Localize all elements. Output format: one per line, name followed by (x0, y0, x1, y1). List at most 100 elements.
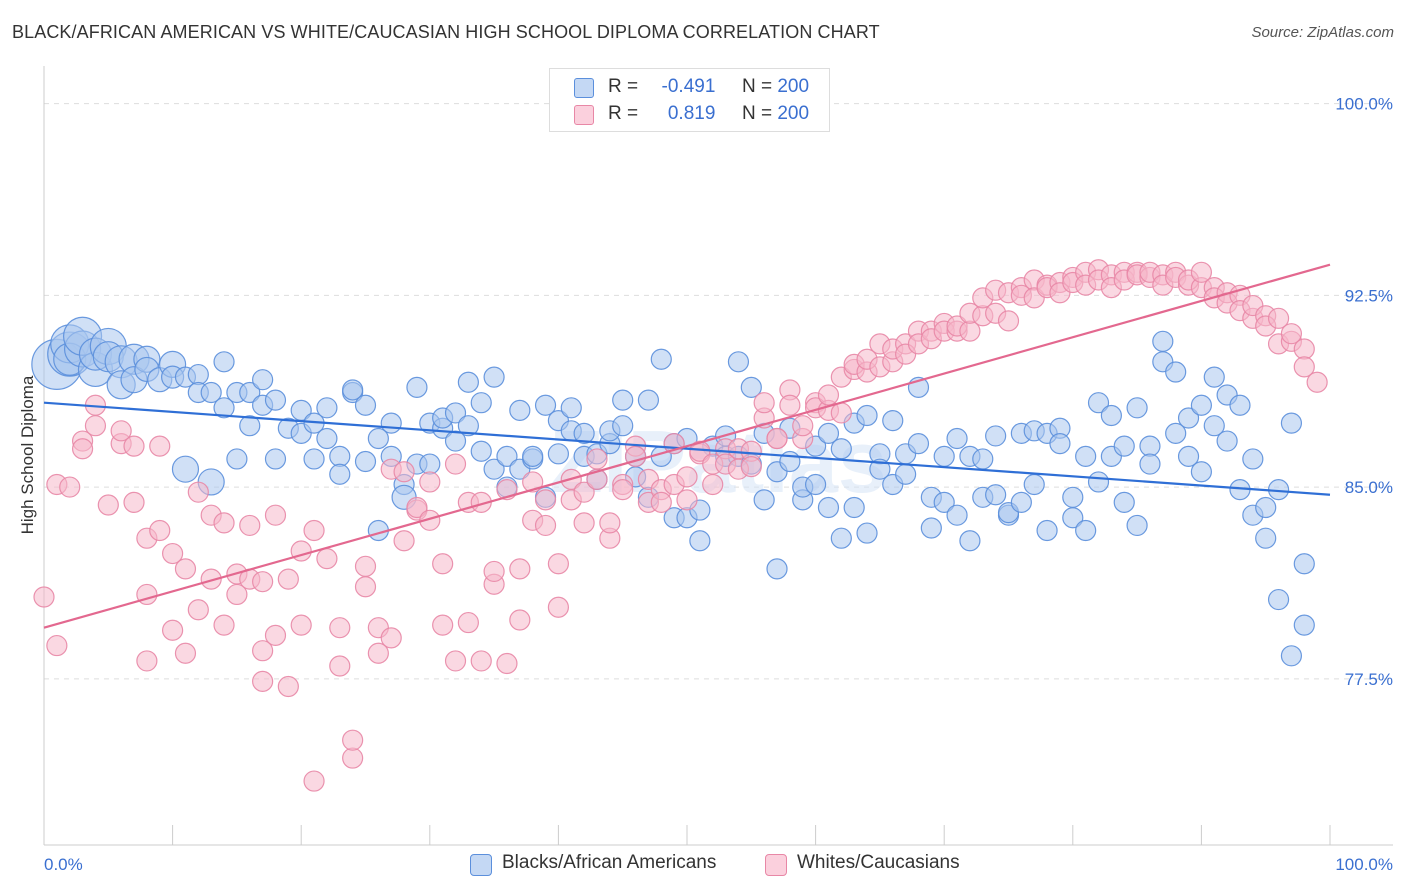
x-tick-label: 0.0% (44, 855, 83, 874)
pink-point (187, 481, 209, 503)
pink-point (419, 509, 441, 531)
pink-point (432, 553, 454, 575)
legend-swatch-blue (574, 78, 594, 98)
blue-point (907, 433, 930, 455)
blue-point (946, 504, 968, 526)
pink-point (457, 611, 479, 634)
pink-point (239, 514, 261, 537)
blue-point (213, 351, 235, 373)
pink-point (1280, 323, 1303, 345)
legend-text: R = 0.819 N = 200 (608, 103, 809, 125)
blue-point (933, 445, 955, 467)
blue-point (444, 402, 467, 424)
pink-point (1293, 356, 1315, 378)
r-value: 0.819 (667, 103, 716, 124)
r-value: -0.491 (661, 76, 716, 97)
blue-point (959, 530, 981, 552)
blue-point (380, 412, 402, 434)
y-tick-label: 92.5% (1345, 286, 1393, 305)
y-tick-labels: 77.5% 85.0% 92.5% 100.0% (1335, 95, 1393, 689)
blue-point (612, 389, 634, 411)
pink-point (252, 571, 274, 593)
pink-point (252, 640, 274, 662)
n-value: 200 (777, 76, 810, 97)
blue-point (1255, 496, 1277, 519)
y-tick-label: 77.5% (1345, 670, 1393, 689)
blue-point (1087, 471, 1110, 493)
blue-point (457, 415, 479, 437)
correlation-legend: R = -0.491 N = 200 R = 0.819 N = 200 (549, 68, 830, 132)
blue-point (843, 496, 865, 519)
blue-point (1242, 448, 1264, 470)
n-label: N = (741, 76, 773, 97)
blue-point (470, 440, 492, 462)
pink-point (342, 729, 364, 751)
blue-point (187, 363, 209, 386)
chart-title: BLACK/AFRICAN AMERICAN VS WHITE/CAUCASIA… (12, 22, 880, 42)
blue-point (264, 389, 287, 411)
blue-point (985, 425, 1007, 447)
r-label: R = (608, 103, 639, 124)
pink-point (547, 596, 570, 618)
pink-point (419, 471, 441, 493)
legend-swatch-pink (765, 854, 787, 876)
blue-point (213, 397, 235, 419)
pink-point (1306, 371, 1328, 393)
legend-label: Blacks/African Americans (502, 852, 717, 873)
pink-point (509, 609, 531, 631)
y-tick-label: 100.0% (1335, 95, 1393, 114)
pink-point (766, 427, 788, 450)
x-tick-labels: 0.0% 100.0% (44, 855, 1393, 874)
pink-point (59, 476, 81, 498)
pink-point (123, 435, 145, 457)
pink-point (522, 471, 544, 493)
blue-point (856, 404, 878, 427)
pink-point (444, 453, 467, 475)
pink-point (329, 617, 351, 639)
trend-line-whites (43, 263, 1331, 629)
blue-point (972, 448, 994, 470)
pink-point (252, 670, 274, 692)
blue-point (316, 397, 338, 419)
blue-point (1023, 473, 1045, 496)
y-tick-label: 85.0% (1345, 478, 1393, 497)
pink-point (226, 583, 248, 606)
pink-point (84, 415, 107, 437)
y-axis-label: High School Diploma (18, 375, 37, 535)
pink-point (162, 619, 184, 641)
pink-point (753, 392, 775, 414)
pink-point (676, 489, 698, 511)
blue-point (1062, 507, 1084, 529)
blue-point (740, 376, 762, 398)
x-axis (43, 825, 1393, 846)
blue-point (804, 473, 827, 496)
blue-point (1100, 404, 1122, 427)
pink-point (97, 494, 119, 516)
pink-point (264, 504, 287, 526)
pink-point (432, 614, 454, 636)
blue-point (1280, 412, 1303, 434)
pink-point (676, 466, 698, 488)
blue-point (1203, 415, 1225, 437)
blue-point (573, 422, 595, 444)
blue-point (406, 376, 428, 398)
blue-point (316, 427, 338, 450)
blue-point (1087, 392, 1110, 414)
blue-point (817, 496, 840, 519)
blue-point (1139, 453, 1161, 475)
pink-point (290, 614, 312, 636)
pink-point (123, 491, 145, 514)
blue-point (1267, 588, 1290, 611)
pink-point (740, 456, 762, 478)
pink-point (792, 415, 814, 437)
blue-point (869, 458, 891, 480)
legend-swatch-blue (470, 854, 492, 876)
pink-point (303, 770, 325, 792)
pink-point (149, 435, 171, 457)
blue-point (534, 394, 557, 416)
blue-point (1036, 519, 1058, 542)
pink-point (406, 496, 428, 519)
legend-swatch-pink (574, 105, 594, 125)
blue-point (1190, 394, 1213, 416)
pink-point (393, 530, 415, 552)
